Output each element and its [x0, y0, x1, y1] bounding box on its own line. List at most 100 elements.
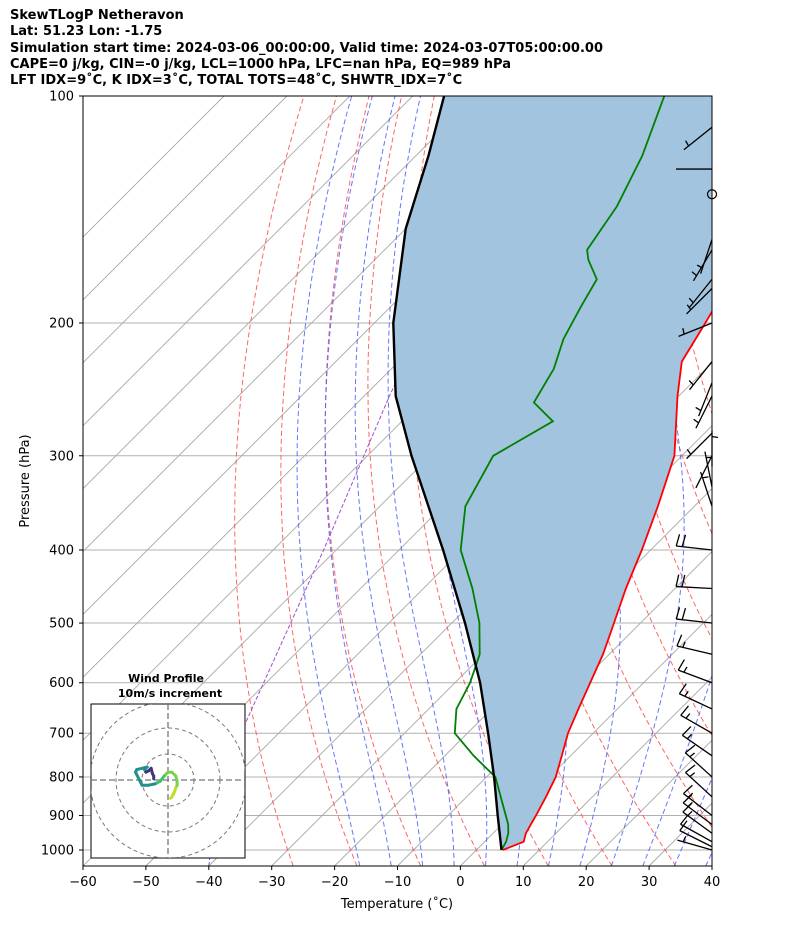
y-tick-label: 1000 — [41, 844, 74, 859]
moist-adiabat-line — [705, 851, 712, 866]
wind-barb-staff — [683, 126, 713, 151]
wind-barb-staff — [680, 823, 713, 843]
dry-adiabat-line — [661, 96, 712, 416]
wind-barb — [682, 794, 713, 826]
dewpoint-line — [453, 96, 666, 851]
wind-barb-flag — [681, 574, 686, 588]
wind-barb-flag — [680, 705, 689, 716]
wind-barb-staff — [679, 693, 713, 710]
y-tick-label: 600 — [49, 676, 74, 691]
isotherm-line — [83, 96, 351, 364]
cape-shading — [393, 96, 712, 850]
moist-adiabat-line — [354, 96, 424, 866]
wind-barb — [678, 322, 713, 337]
wind-barb-staff — [695, 455, 713, 489]
wind-barb-half-flag — [686, 733, 693, 740]
y-tick-label: 900 — [49, 809, 74, 824]
wind-barb — [681, 726, 713, 757]
wind-barb-half-flag — [696, 264, 703, 269]
dry-adiabat-line — [324, 96, 422, 866]
x-tick-label: 40 — [704, 875, 721, 890]
wind-barb-flag — [681, 607, 687, 620]
stability-indices-1: CAPE=0 j/kg, CIN=-0 j/kg, LCL=1000 hPa, … — [10, 56, 511, 72]
dry-adiabat-line — [234, 96, 305, 866]
wind-barb-half-flag — [684, 690, 689, 697]
hodograph-title: Wind Profile — [128, 672, 204, 685]
wind-barb-flag — [684, 744, 696, 754]
wind-barb-staff — [686, 432, 713, 460]
isotherm-line — [334, 487, 712, 866]
simulation-times: Simulation start time: 2024-03-06_00:00:… — [10, 40, 603, 56]
wind-barb-half-flag — [686, 304, 692, 311]
wind-barb-flag — [675, 534, 681, 547]
station-location: Lat: 51.23 Lon: -1.75 — [10, 24, 163, 40]
y-tick-label: 100 — [49, 90, 74, 105]
wind-barb-half-flag — [685, 140, 690, 147]
wind-barb-half-flag — [688, 297, 694, 304]
wind-barb — [688, 361, 713, 391]
wind-barb-half-flag — [687, 810, 693, 817]
wind-barb-staff — [678, 322, 713, 337]
wind-barb — [696, 239, 713, 274]
wind-barb-staff — [682, 734, 713, 757]
wind-barb — [683, 126, 713, 151]
wind-barb — [686, 432, 713, 460]
wind-barb-half-flag — [689, 772, 696, 778]
wind-barb-flag — [681, 726, 692, 736]
hodograph-inset: Wind Profile 10m/s increment — [90, 672, 246, 859]
wind-barb-flag — [675, 574, 680, 587]
wind-barb-half-flag — [682, 836, 687, 843]
wind-barb-staff — [680, 714, 713, 734]
wind-barb-half-flag — [682, 328, 685, 335]
x-tick-label: −10 — [384, 875, 411, 890]
wind-barb-flag — [675, 607, 681, 620]
station-title: SkewTLogP Netheravon — [10, 8, 184, 23]
wind-barb — [675, 534, 713, 551]
moist-adiabat-line — [387, 96, 455, 866]
wind-barb — [677, 659, 713, 684]
wind-barb-half-flag — [685, 713, 691, 719]
wind-barb-flag — [683, 784, 693, 795]
temperature-line — [502, 310, 712, 851]
x-tick-label: −60 — [69, 875, 96, 890]
wind-barb-half-flag — [683, 666, 688, 673]
wind-barb — [678, 683, 713, 710]
wind-barb — [675, 607, 713, 624]
wind-barb — [684, 744, 713, 778]
wind-barb-half-flag — [695, 406, 702, 412]
wind-barb-flag — [680, 814, 689, 825]
wind-barb-half-flag — [711, 435, 719, 439]
isotherm-line — [460, 613, 712, 866]
x-tick-label: −40 — [195, 875, 222, 890]
wind-barb-staff — [679, 830, 713, 848]
hodograph-subtitle: 10m/s increment — [118, 687, 222, 700]
hodograph-segment — [134, 770, 144, 787]
moist-adiabat-line — [296, 96, 361, 866]
wind-barb — [683, 784, 713, 817]
wind-barb — [693, 395, 713, 429]
wind-barb-half-flag — [686, 449, 692, 455]
x-tick-label: 30 — [641, 875, 658, 890]
dry-adiabat-line — [367, 96, 485, 866]
axis-ticks: −60 −50 −40 −30 −20 −10 0 10 20 30 40 100 200 300 400 5… — [41, 90, 720, 891]
dry-adiabat-line — [760, 96, 794, 866]
wind-barb — [695, 455, 713, 489]
wind-barb — [675, 574, 713, 590]
y-tick-label: 400 — [49, 543, 74, 558]
wind-barb-half-flag — [688, 380, 694, 386]
isotherm-line — [522, 676, 712, 866]
moist-adiabat-line — [324, 96, 392, 866]
wind-barb — [680, 705, 713, 734]
y-axis-label: Pressure (hPa) — [18, 434, 33, 527]
dry-adiabat-line — [280, 96, 358, 866]
dry-adiabat-line — [727, 96, 794, 866]
x-tick-label: −30 — [258, 875, 285, 890]
wind-barb-flag — [676, 634, 683, 647]
wind-barb-flag — [685, 764, 696, 773]
wind-barb-staff — [676, 645, 713, 655]
wind-barb-staff — [678, 669, 713, 684]
wind-barb-half-flag — [689, 752, 695, 758]
x-tick-label: 10 — [515, 875, 532, 890]
wind-barb — [686, 288, 713, 315]
